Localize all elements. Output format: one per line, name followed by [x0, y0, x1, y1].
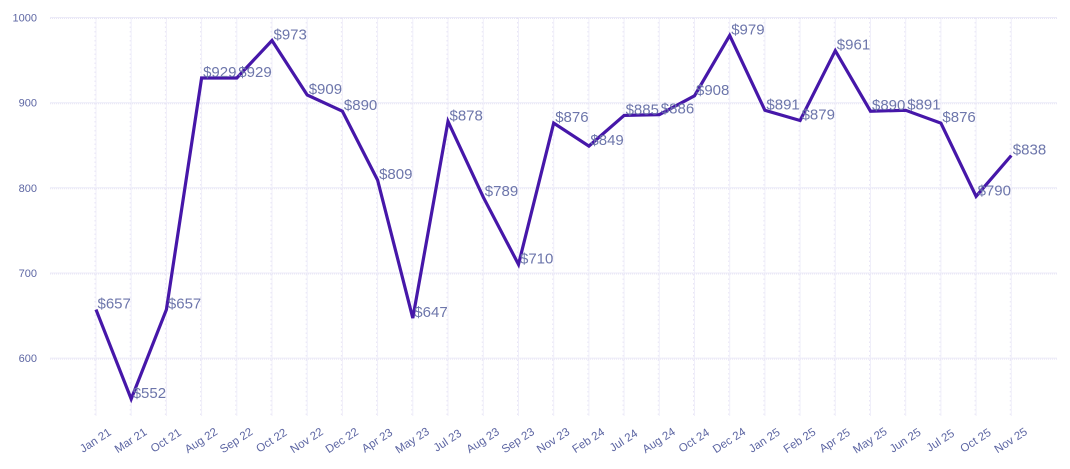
svg-text:$647: $647: [414, 304, 447, 321]
svg-text:$890: $890: [872, 97, 905, 114]
svg-text:Apr 25: Apr 25: [818, 427, 853, 456]
svg-text:Nov 25: Nov 25: [993, 426, 1030, 456]
svg-text:$789: $789: [485, 183, 518, 200]
svg-text:600: 600: [19, 353, 37, 365]
svg-text:$929: $929: [238, 64, 271, 81]
svg-text:$849: $849: [590, 132, 623, 149]
svg-text:Oct 24: Oct 24: [677, 427, 712, 456]
svg-text:$929: $929: [203, 64, 236, 81]
svg-text:Dec 24: Dec 24: [711, 426, 749, 456]
svg-text:Sep 22: Sep 22: [218, 426, 255, 456]
svg-text:Jul 23: Jul 23: [432, 428, 464, 455]
svg-text:$879: $879: [802, 107, 835, 124]
svg-text:Aug 22: Aug 22: [183, 426, 220, 456]
svg-text:Aug 23: Aug 23: [465, 426, 502, 456]
svg-text:$891: $891: [907, 96, 940, 113]
svg-text:700: 700: [19, 268, 37, 280]
svg-text:900: 900: [19, 98, 37, 110]
svg-text:Nov 23: Nov 23: [535, 426, 572, 456]
svg-text:Nov 22: Nov 22: [289, 426, 326, 456]
svg-text:$710: $710: [520, 250, 553, 267]
svg-text:$552: $552: [133, 385, 166, 402]
svg-text:Mar 21: Mar 21: [113, 426, 150, 456]
svg-text:$790: $790: [978, 182, 1011, 199]
svg-text:Dec 22: Dec 22: [324, 426, 361, 456]
svg-text:$886: $886: [661, 101, 694, 118]
svg-text:$885: $885: [626, 101, 659, 118]
svg-text:800: 800: [19, 183, 37, 195]
svg-text:May 25: May 25: [851, 426, 889, 457]
svg-text:Jan 25: Jan 25: [747, 427, 782, 456]
svg-text:May 23: May 23: [394, 426, 432, 457]
svg-text:$979: $979: [731, 21, 764, 38]
svg-text:Oct 22: Oct 22: [254, 427, 289, 456]
svg-text:Sep 23: Sep 23: [500, 426, 537, 456]
svg-text:$973: $973: [274, 27, 307, 44]
svg-text:1000: 1000: [13, 13, 37, 25]
svg-text:Oct 25: Oct 25: [958, 427, 993, 456]
svg-text:$657: $657: [168, 296, 201, 313]
svg-text:Aug 24: Aug 24: [641, 426, 679, 456]
svg-text:$890: $890: [344, 97, 377, 114]
svg-text:Jul 24: Jul 24: [608, 427, 641, 454]
svg-text:Jan 21: Jan 21: [78, 427, 113, 456]
svg-text:Oct 21: Oct 21: [149, 427, 184, 456]
svg-text:$876: $876: [555, 109, 588, 126]
svg-text:Jul 25: Jul 25: [925, 428, 957, 455]
svg-text:$809: $809: [379, 166, 412, 183]
svg-text:$961: $961: [837, 37, 870, 54]
svg-text:$876: $876: [942, 109, 975, 126]
svg-text:Jun 25: Jun 25: [888, 427, 923, 456]
svg-text:$891: $891: [766, 96, 799, 113]
svg-text:$909: $909: [309, 81, 342, 98]
svg-text:$878: $878: [450, 107, 483, 124]
svg-text:Feb 25: Feb 25: [782, 426, 819, 456]
svg-text:Apr 23: Apr 23: [360, 427, 395, 456]
svg-text:$657: $657: [98, 296, 131, 313]
svg-text:$838: $838: [1013, 142, 1046, 159]
svg-text:Feb 24: Feb 24: [570, 426, 607, 456]
svg-text:$908: $908: [696, 82, 729, 99]
